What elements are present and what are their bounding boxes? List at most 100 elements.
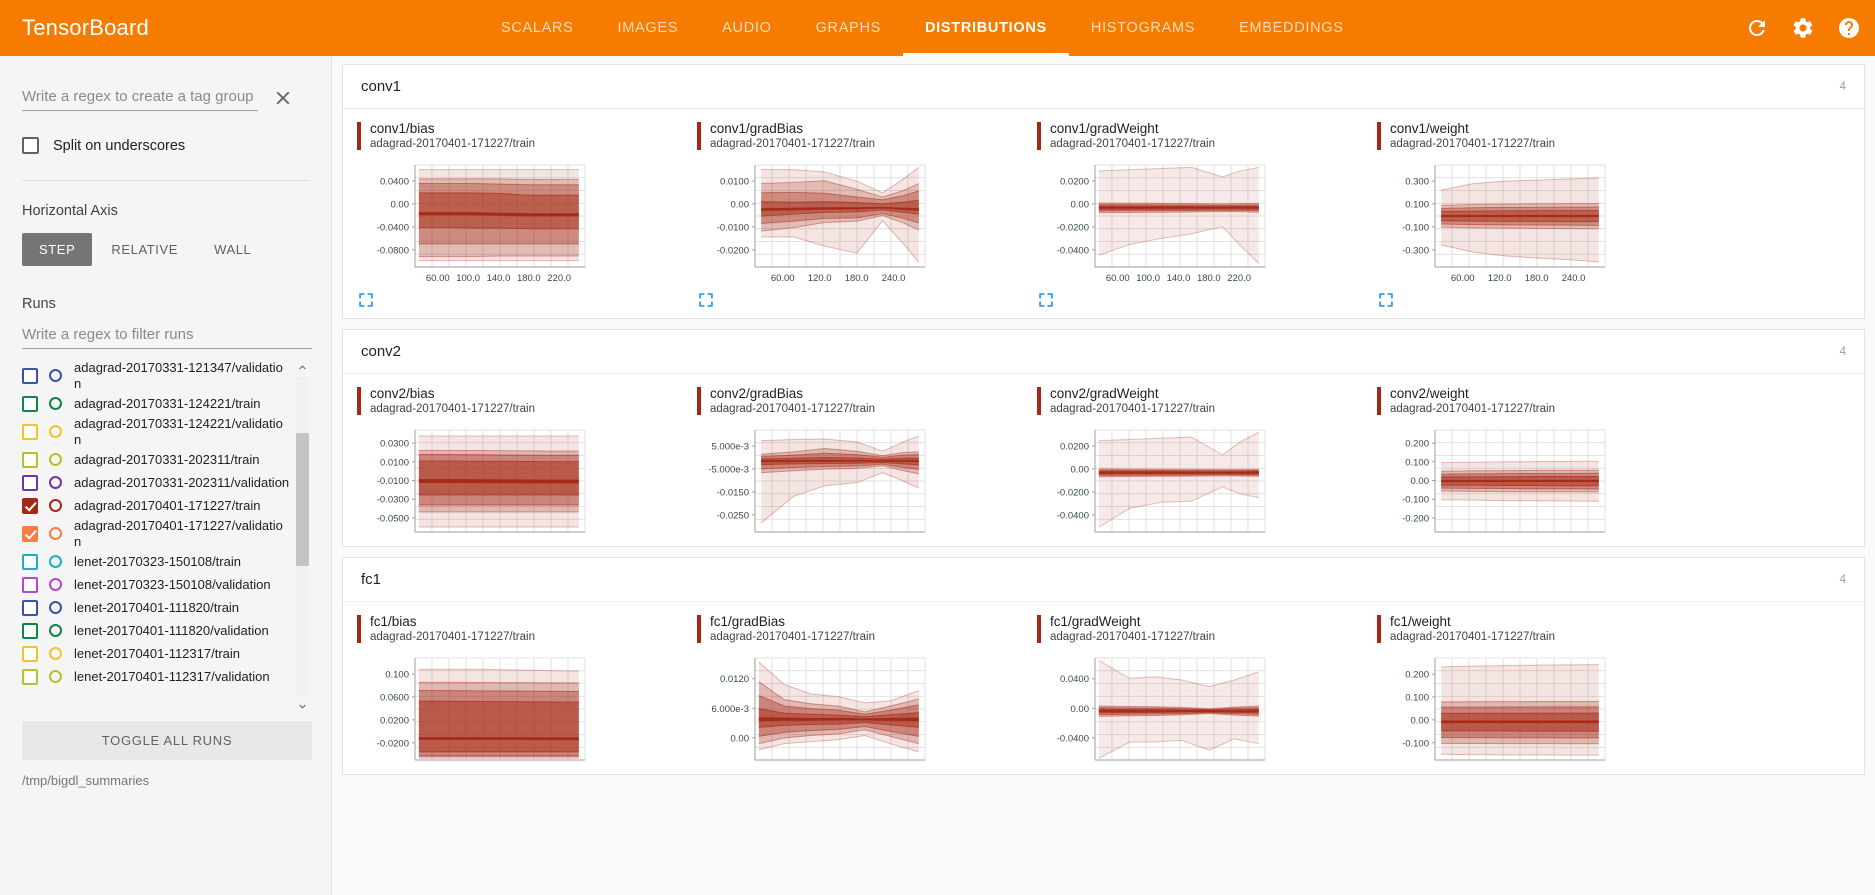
- chart-tag-name: conv2/weight: [1390, 386, 1469, 401]
- y-tick-label: 0.0300: [380, 439, 409, 450]
- distribution-band-edge: [418, 454, 579, 456]
- run-checkbox[interactable]: [22, 576, 38, 593]
- run-item[interactable]: adagrad-20170331-121347/validation: [22, 359, 290, 392]
- split-on-underscores-row[interactable]: Split on underscores: [22, 137, 309, 154]
- tab-embeddings[interactable]: EMBEDDINGS: [1239, 20, 1344, 36]
- y-tick-label: 0.0600: [380, 692, 409, 703]
- tab-histograms[interactable]: HISTOGRAMS: [1090, 20, 1196, 36]
- tag-group-header[interactable]: fc1 4: [343, 558, 1864, 602]
- run-checkbox[interactable]: [22, 599, 38, 616]
- run-item[interactable]: adagrad-20170331-202311/validation: [22, 471, 290, 494]
- chevron-up-icon[interactable]: [296, 361, 309, 374]
- run-item[interactable]: adagrad-20170401-171227/train: [22, 494, 290, 517]
- distribution-band-edge: [1441, 206, 1599, 209]
- toggle-all-runs-button[interactable]: TOGGLE ALL RUNS: [22, 721, 312, 760]
- run-color-circle[interactable]: [49, 624, 62, 637]
- run-checkbox[interactable]: [22, 668, 38, 685]
- tag-group-header[interactable]: conv2 4: [343, 330, 1864, 374]
- chevron-down-icon[interactable]: [296, 700, 309, 713]
- run-color-circle[interactable]: [49, 476, 62, 489]
- run-color-circle[interactable]: [49, 397, 62, 410]
- run-label: lenet-20170323-150108/validation: [74, 576, 271, 592]
- run-item[interactable]: lenet-20170323-150108/validation: [22, 573, 290, 596]
- run-item[interactable]: lenet-20170401-112317/validation: [22, 665, 290, 688]
- run-checkbox[interactable]: [22, 451, 38, 468]
- run-color-circle[interactable]: [49, 453, 62, 466]
- axis-option-wall[interactable]: WALL: [214, 242, 252, 257]
- run-item[interactable]: adagrad-20170331-124221/validation: [22, 415, 290, 448]
- run-checkbox[interactable]: [22, 395, 38, 412]
- tag-group-regex-input[interactable]: [22, 82, 258, 111]
- chart-tag-name: conv1/gradWeight: [1050, 121, 1159, 136]
- run-color-circle[interactable]: [49, 578, 62, 591]
- gear-icon[interactable]: [1791, 16, 1815, 40]
- run-item[interactable]: adagrad-20170331-124221/train: [22, 392, 290, 415]
- axis-option-step[interactable]: STEP: [22, 233, 93, 266]
- tab-images[interactable]: IMAGES: [617, 20, 679, 36]
- run-color-circle[interactable]: [49, 369, 62, 382]
- run-item[interactable]: lenet-20170323-150108/train: [22, 550, 290, 573]
- y-tick-label: -0.0400: [377, 222, 409, 233]
- run-checkbox[interactable]: [22, 474, 38, 491]
- run-color-circle[interactable]: [49, 425, 62, 438]
- y-tick-label: -0.0800: [377, 245, 409, 256]
- y-tick-label: -0.0400: [1057, 510, 1089, 521]
- y-tick-label: -0.0150: [717, 487, 749, 498]
- tag-group-header[interactable]: conv1 4: [343, 65, 1864, 109]
- run-color-circle[interactable]: [49, 527, 62, 540]
- y-tick-label: 0.00: [1411, 476, 1430, 487]
- run-item[interactable]: lenet-20170401-112317/train: [22, 642, 290, 665]
- run-color-circle[interactable]: [49, 601, 62, 614]
- runs-scrollbar[interactable]: [296, 359, 309, 715]
- distribution-band-edge: [1441, 487, 1599, 490]
- run-color-circle[interactable]: [49, 499, 62, 512]
- run-item[interactable]: lenet-20170401-111820/train: [22, 596, 290, 619]
- run-checkbox[interactable]: [22, 553, 38, 570]
- run-color-bar: [1377, 615, 1381, 643]
- run-color-bar: [1377, 387, 1381, 415]
- run-label: adagrad-20170331-202311/validation: [74, 474, 290, 490]
- y-tick-label: -0.200: [1402, 513, 1429, 524]
- runs-filter-input[interactable]: [22, 320, 312, 349]
- fullscreen-expand-icon[interactable]: [1037, 291, 1055, 309]
- split-on-underscores-checkbox[interactable]: [22, 137, 39, 154]
- distribution-band-edge: [1098, 705, 1259, 710]
- run-checkbox[interactable]: [22, 622, 38, 639]
- run-checkbox[interactable]: [22, 367, 38, 384]
- chart-tag-name: conv2/gradWeight: [1050, 386, 1159, 401]
- run-checkbox[interactable]: [22, 645, 38, 662]
- distribution-plot: 0.0200 0.00 -0.0200 -0.0400: [1057, 429, 1266, 533]
- fullscreen-expand-icon[interactable]: [1377, 291, 1395, 309]
- run-checkbox[interactable]: [22, 497, 38, 514]
- run-color-circle[interactable]: [49, 555, 62, 568]
- fullscreen-expand-icon[interactable]: [697, 291, 715, 309]
- plot-wrap: 0.0300 0.0100 -0.0100 -0.0300 -0.0500: [357, 424, 677, 542]
- run-color-circle[interactable]: [49, 647, 62, 660]
- distribution-band-edge: [761, 452, 919, 458]
- tag-group: fc1 4 fc1/bias adagrad-20170401-171227/trai…: [342, 557, 1865, 775]
- tab-distributions[interactable]: DISTRIBUTIONS: [903, 0, 1069, 56]
- distribution-band-edge: [1441, 203, 1599, 206]
- fullscreen-expand-icon[interactable]: [357, 291, 375, 309]
- chart-header: fc1/weight adagrad-20170401-171227/train: [1377, 614, 1697, 645]
- help-icon[interactable]: [1837, 16, 1861, 40]
- scrollbar-thumb[interactable]: [296, 433, 309, 566]
- tab-scalars[interactable]: SCALARS: [500, 20, 574, 36]
- run-label: adagrad-20170401-171227/validation: [74, 518, 283, 549]
- run-color-bar: [357, 387, 361, 415]
- refresh-icon[interactable]: [1745, 16, 1769, 40]
- sidebar: Split on underscores Horizontal Axis STE…: [0, 56, 332, 895]
- distribution-band-edge: [761, 190, 919, 201]
- tab-audio[interactable]: AUDIO: [722, 20, 772, 36]
- distribution-plot: 0.300 0.100 -0.100 -0.300 60.00 120.0 180.0 240…: [1402, 164, 1606, 284]
- axis-option-relative[interactable]: RELATIVE: [111, 242, 179, 257]
- run-item[interactable]: lenet-20170401-111820/validation: [22, 619, 290, 642]
- chart-tag-name: conv1/gradBias: [710, 121, 804, 136]
- tab-graphs[interactable]: GRAPHS: [815, 20, 882, 36]
- run-item[interactable]: adagrad-20170331-202311/train: [22, 448, 290, 471]
- run-checkbox[interactable]: [22, 423, 38, 440]
- run-checkbox[interactable]: [22, 525, 38, 542]
- run-item[interactable]: adagrad-20170401-171227/validation: [22, 517, 290, 550]
- run-color-circle[interactable]: [49, 670, 62, 683]
- close-icon[interactable]: [272, 87, 294, 109]
